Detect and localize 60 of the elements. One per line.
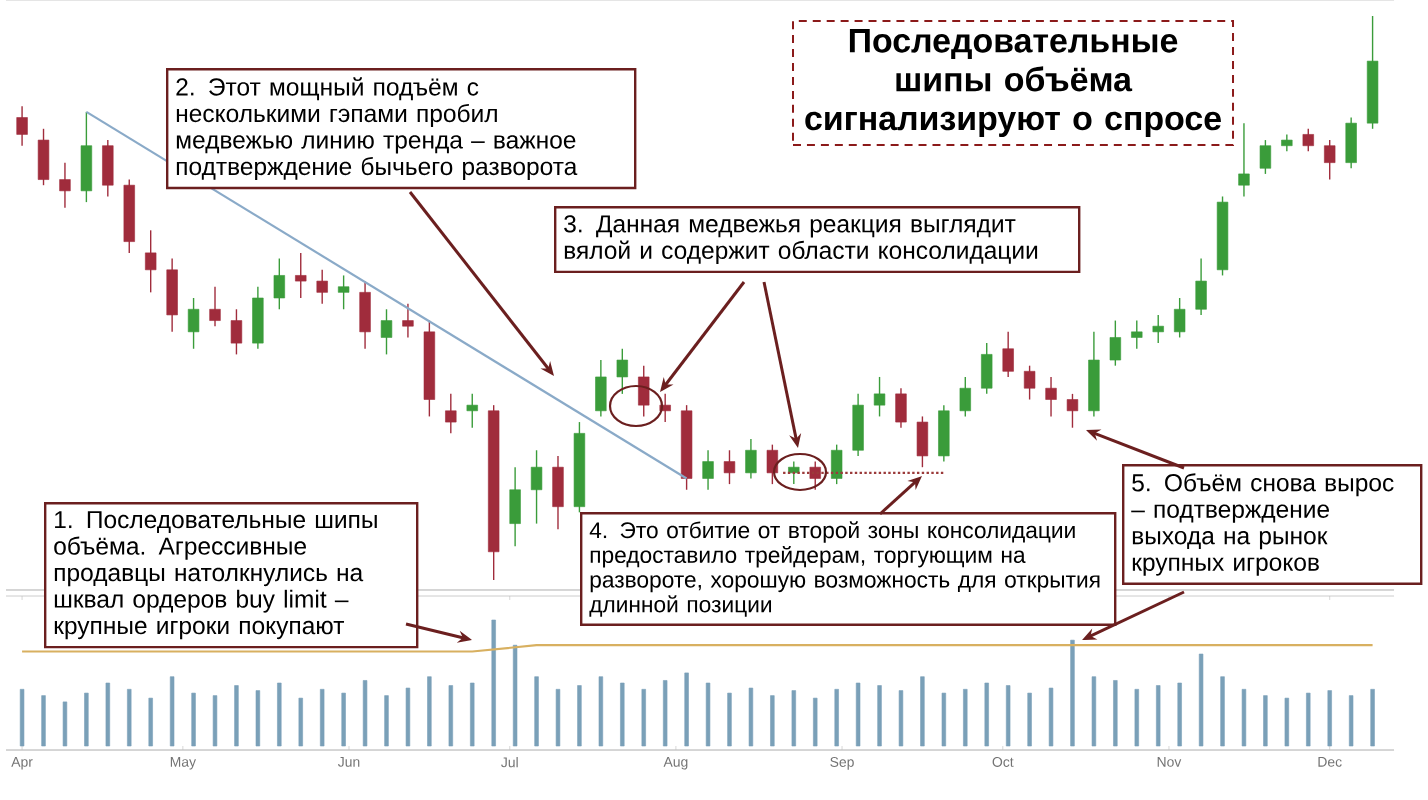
candlestick [209,286,221,327]
candlestick [80,111,93,203]
candlestick [788,460,800,485]
candlestick [316,269,328,305]
candlestick [1324,139,1336,181]
candlestick [616,348,628,395]
candlestick [380,308,393,356]
candlestick [745,438,757,480]
candlestick [16,105,28,147]
candlestick [252,286,264,350]
candlestick [359,280,371,350]
candlestick [1238,122,1250,198]
candlestick [1259,139,1272,175]
candlestick [1195,257,1207,316]
candlestick [638,364,650,418]
candlestick [509,466,521,547]
candlestick [938,404,950,463]
candlestick [1302,128,1314,153]
candlestick [1023,364,1036,401]
candlestick [1345,116,1357,169]
annotation: 1. Последовательные шипы объёма. Агрессивные продавцы натолкнулись на шквал ордеров buy limit – крупные игроки покупают [54,511,377,640]
candlestick [273,257,285,310]
candlestick [445,393,457,435]
candlestick [466,393,478,429]
candlestick [145,229,157,294]
candlestick [959,376,971,418]
candlestick [402,302,414,339]
candlestick [723,449,736,485]
candlestick [166,257,178,333]
candlestick [831,443,843,485]
annotation: 4. Это отбитие от второй зоны консолидации предоставило трейдерам, торгующим на развороте, хорошую возможность для открытия длинной позиции [589,521,1100,617]
candlestick [552,455,564,530]
text: Последовательные шипы объёма сигнализируют о спросе [805,28,1221,138]
candlestick [595,359,607,418]
annotation: 2. Этот мощный подъём с несколькими гэпами пробил медвежью линию тренда – важное подтверждение бычьего разворота [176,77,578,180]
candlestick [1002,331,1014,378]
candlestick [1066,393,1079,429]
candlestick [895,387,907,429]
candlestick [337,274,350,310]
candlestick [852,393,864,457]
candlestick [1131,319,1143,350]
candlestick [1045,376,1057,418]
candlestick [59,161,71,209]
candlestick [916,415,929,468]
candlestick [702,449,714,491]
annotation: 3. Данная медвежья реакция выглядит вялой и содержит области консолидации [564,215,1038,264]
candlestick [187,297,200,350]
candlestick [873,376,886,418]
candlestick [766,443,779,485]
candlestick [1152,314,1164,344]
candlestick [1109,319,1121,367]
candlestick [530,449,543,525]
candlestick [295,252,307,299]
candlestick [981,342,993,395]
candlestick [102,139,114,198]
annotation: 5. Объём снова вырос – подтверждение выхода на рынок крупных игроков [1131,473,1394,576]
candlestick [1174,297,1186,339]
candlestick [230,308,243,356]
candlestick [809,460,821,491]
candlestick [37,128,50,186]
